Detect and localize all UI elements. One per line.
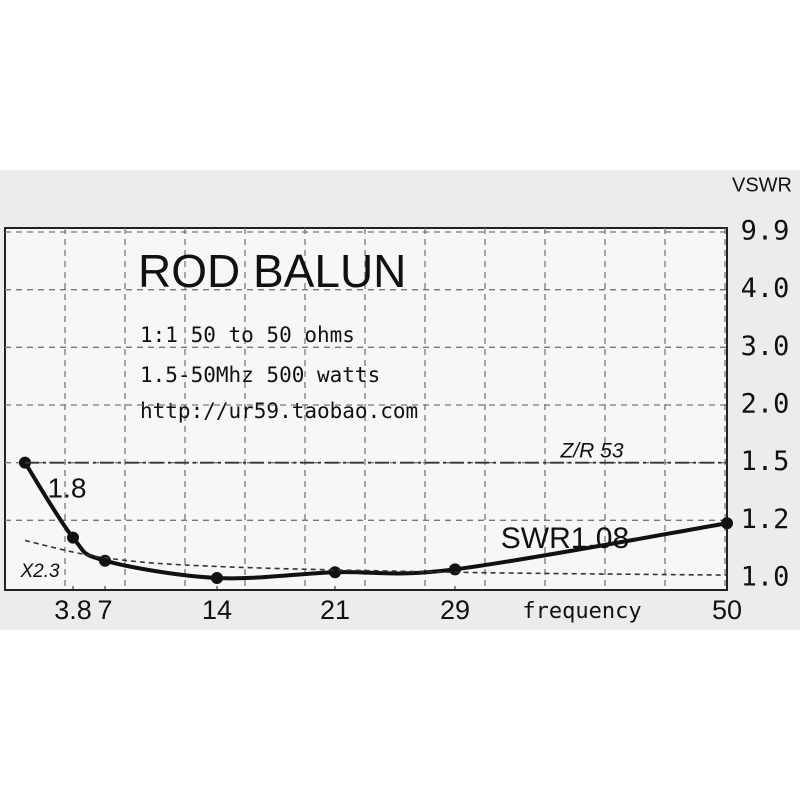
point (329, 566, 341, 579)
point (721, 517, 733, 530)
x-axis-label: frequency (522, 599, 641, 624)
point (449, 563, 461, 576)
annotation: http://ur59.taobao.com (140, 399, 418, 423)
y-tick-label: 1.5 (741, 446, 790, 477)
y-tick-label: 9.9 (741, 216, 790, 247)
x-tick-label: 21 (320, 595, 350, 625)
grid-decoration (64, 228, 726, 590)
series-label: Z/R 53 (559, 440, 623, 463)
x-tick-label: 3.8 (54, 595, 92, 625)
point-label: 1.8 (48, 472, 87, 503)
series-label: SWR1.08 (501, 522, 629, 555)
x-tick-label: 50 (712, 595, 742, 625)
series-label: X2.3 (19, 561, 60, 582)
point (67, 531, 79, 544)
y-tick-label: 3.0 (741, 331, 790, 362)
y-tick-label: 4.0 (741, 273, 790, 304)
point (99, 554, 111, 567)
y-axis-label: VSWR (732, 174, 792, 196)
series-line (24, 539, 728, 576)
y-tick-label: 1.2 (741, 504, 790, 535)
y-tick-label: 1.0 (741, 562, 790, 593)
chart-title: ROD BALUN (138, 245, 406, 297)
point (211, 572, 223, 584)
annotation: 1:1 50 to 50 ohms (140, 323, 355, 347)
x-tick-label: 7 (97, 595, 112, 625)
x-tick-label: 14 (202, 595, 232, 625)
x-tick-label: 29 (440, 595, 470, 625)
annotation: 1.5-50Mhz 500 watts (140, 363, 380, 387)
y-tick-label: 2.0 (741, 389, 790, 420)
